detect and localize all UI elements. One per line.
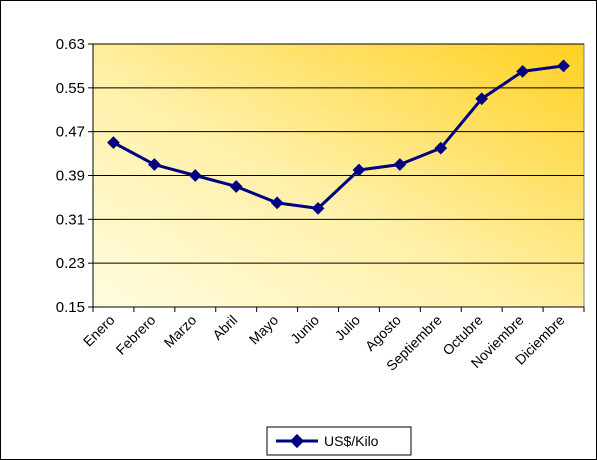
- series-line: [112, 64, 564, 210]
- y-tick-label: 0.47: [56, 124, 85, 141]
- data-point: [434, 141, 448, 155]
- legend-label: US$/Kilo: [324, 433, 379, 449]
- legend: US$/Kilo: [266, 426, 412, 456]
- data-point: [270, 196, 284, 210]
- y-axis: 0.63 0.55 0.47 0.39 0.31 0.23 0.15: [56, 36, 94, 316]
- data-point: [352, 163, 366, 177]
- data-point: [107, 136, 120, 149]
- data-point: [188, 169, 202, 182]
- data-point: [475, 92, 489, 106]
- y-tick-label: 0.23: [56, 255, 85, 272]
- data-point: [393, 158, 407, 171]
- legend-marker: [289, 433, 305, 449]
- data-point: [229, 180, 243, 193]
- data-point: [311, 202, 325, 215]
- series-layer: [107, 59, 570, 215]
- y-tick-label: 0.31: [56, 211, 85, 228]
- y-tick-label: 0.15: [56, 299, 85, 316]
- y-tick-label: 0.55: [56, 80, 85, 97]
- y-tick-label: 0.39: [56, 168, 85, 185]
- y-tick-label: 0.63: [56, 36, 85, 53]
- data-point: [148, 158, 161, 171]
